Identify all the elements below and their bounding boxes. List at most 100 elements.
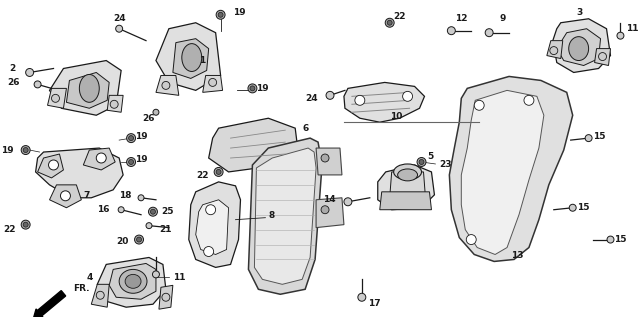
Circle shape — [321, 206, 329, 214]
Circle shape — [138, 195, 144, 201]
Polygon shape — [156, 23, 221, 90]
Circle shape — [136, 237, 141, 242]
Text: 4: 4 — [87, 273, 93, 282]
Circle shape — [204, 246, 214, 257]
Circle shape — [146, 223, 152, 229]
Circle shape — [387, 20, 392, 25]
Circle shape — [417, 157, 426, 166]
Circle shape — [524, 95, 534, 105]
Text: 17: 17 — [368, 299, 380, 308]
Polygon shape — [196, 200, 228, 254]
Text: 22: 22 — [394, 12, 406, 21]
Polygon shape — [203, 75, 223, 92]
Ellipse shape — [79, 74, 99, 102]
Circle shape — [118, 207, 124, 213]
Circle shape — [96, 153, 106, 163]
Circle shape — [51, 94, 60, 102]
Circle shape — [598, 52, 607, 60]
Polygon shape — [595, 49, 611, 66]
Polygon shape — [156, 75, 179, 95]
Circle shape — [344, 198, 352, 206]
Text: 22: 22 — [196, 171, 209, 180]
Circle shape — [321, 154, 329, 162]
Circle shape — [569, 204, 576, 211]
Circle shape — [26, 68, 34, 76]
Polygon shape — [49, 60, 121, 115]
Circle shape — [358, 293, 366, 301]
Text: 21: 21 — [159, 225, 172, 234]
Circle shape — [403, 91, 413, 101]
Polygon shape — [344, 82, 424, 122]
Circle shape — [127, 134, 136, 142]
Polygon shape — [189, 182, 241, 267]
Circle shape — [110, 100, 118, 108]
Polygon shape — [553, 19, 611, 73]
Ellipse shape — [569, 37, 589, 60]
Circle shape — [148, 207, 157, 216]
Circle shape — [129, 160, 134, 164]
Ellipse shape — [125, 274, 141, 288]
Polygon shape — [49, 185, 81, 208]
Text: 26: 26 — [7, 78, 20, 87]
Text: 19: 19 — [135, 156, 148, 164]
Text: 20: 20 — [116, 237, 129, 246]
Circle shape — [248, 84, 257, 93]
Text: 12: 12 — [455, 14, 468, 23]
Text: 24: 24 — [113, 14, 125, 23]
Polygon shape — [38, 154, 63, 178]
Text: 24: 24 — [305, 94, 318, 103]
Polygon shape — [449, 76, 573, 261]
Text: 3: 3 — [577, 8, 583, 17]
Text: 15: 15 — [577, 203, 589, 212]
Circle shape — [34, 81, 41, 88]
Polygon shape — [248, 138, 322, 294]
Circle shape — [162, 293, 170, 301]
Text: 25: 25 — [161, 207, 173, 216]
Circle shape — [467, 235, 476, 245]
FancyArrow shape — [33, 291, 66, 318]
Circle shape — [153, 109, 159, 115]
Text: 19: 19 — [257, 84, 269, 93]
Text: 6: 6 — [302, 124, 308, 133]
Text: 10: 10 — [390, 112, 402, 121]
Text: 13: 13 — [511, 251, 524, 260]
Circle shape — [419, 160, 424, 164]
Circle shape — [607, 236, 614, 243]
Polygon shape — [159, 285, 173, 309]
Text: 2: 2 — [10, 64, 16, 73]
Text: 19: 19 — [232, 8, 245, 17]
Circle shape — [162, 81, 170, 89]
Circle shape — [216, 169, 221, 174]
Text: 14: 14 — [323, 195, 336, 204]
Ellipse shape — [182, 44, 202, 72]
Polygon shape — [83, 148, 115, 170]
Circle shape — [326, 91, 334, 99]
Polygon shape — [36, 148, 123, 198]
Text: 5: 5 — [428, 151, 434, 161]
Circle shape — [96, 291, 104, 299]
Polygon shape — [67, 73, 109, 108]
Text: 26: 26 — [143, 114, 156, 123]
Circle shape — [585, 135, 592, 142]
Circle shape — [617, 32, 624, 39]
Text: 23: 23 — [440, 161, 452, 169]
Text: 16: 16 — [97, 205, 109, 214]
Polygon shape — [390, 172, 426, 198]
Polygon shape — [255, 148, 316, 284]
Text: 9: 9 — [499, 14, 506, 23]
Ellipse shape — [394, 164, 422, 180]
Circle shape — [474, 100, 484, 110]
Circle shape — [23, 148, 28, 153]
Text: 1: 1 — [198, 56, 205, 65]
Circle shape — [60, 191, 70, 201]
Circle shape — [49, 160, 58, 170]
Text: 7: 7 — [83, 191, 90, 200]
Polygon shape — [109, 263, 156, 299]
Circle shape — [355, 95, 365, 105]
Polygon shape — [92, 284, 109, 307]
Text: FR.: FR. — [74, 284, 90, 293]
Polygon shape — [108, 95, 123, 112]
Ellipse shape — [397, 169, 417, 181]
Circle shape — [218, 12, 223, 17]
Text: 22: 22 — [3, 225, 16, 234]
